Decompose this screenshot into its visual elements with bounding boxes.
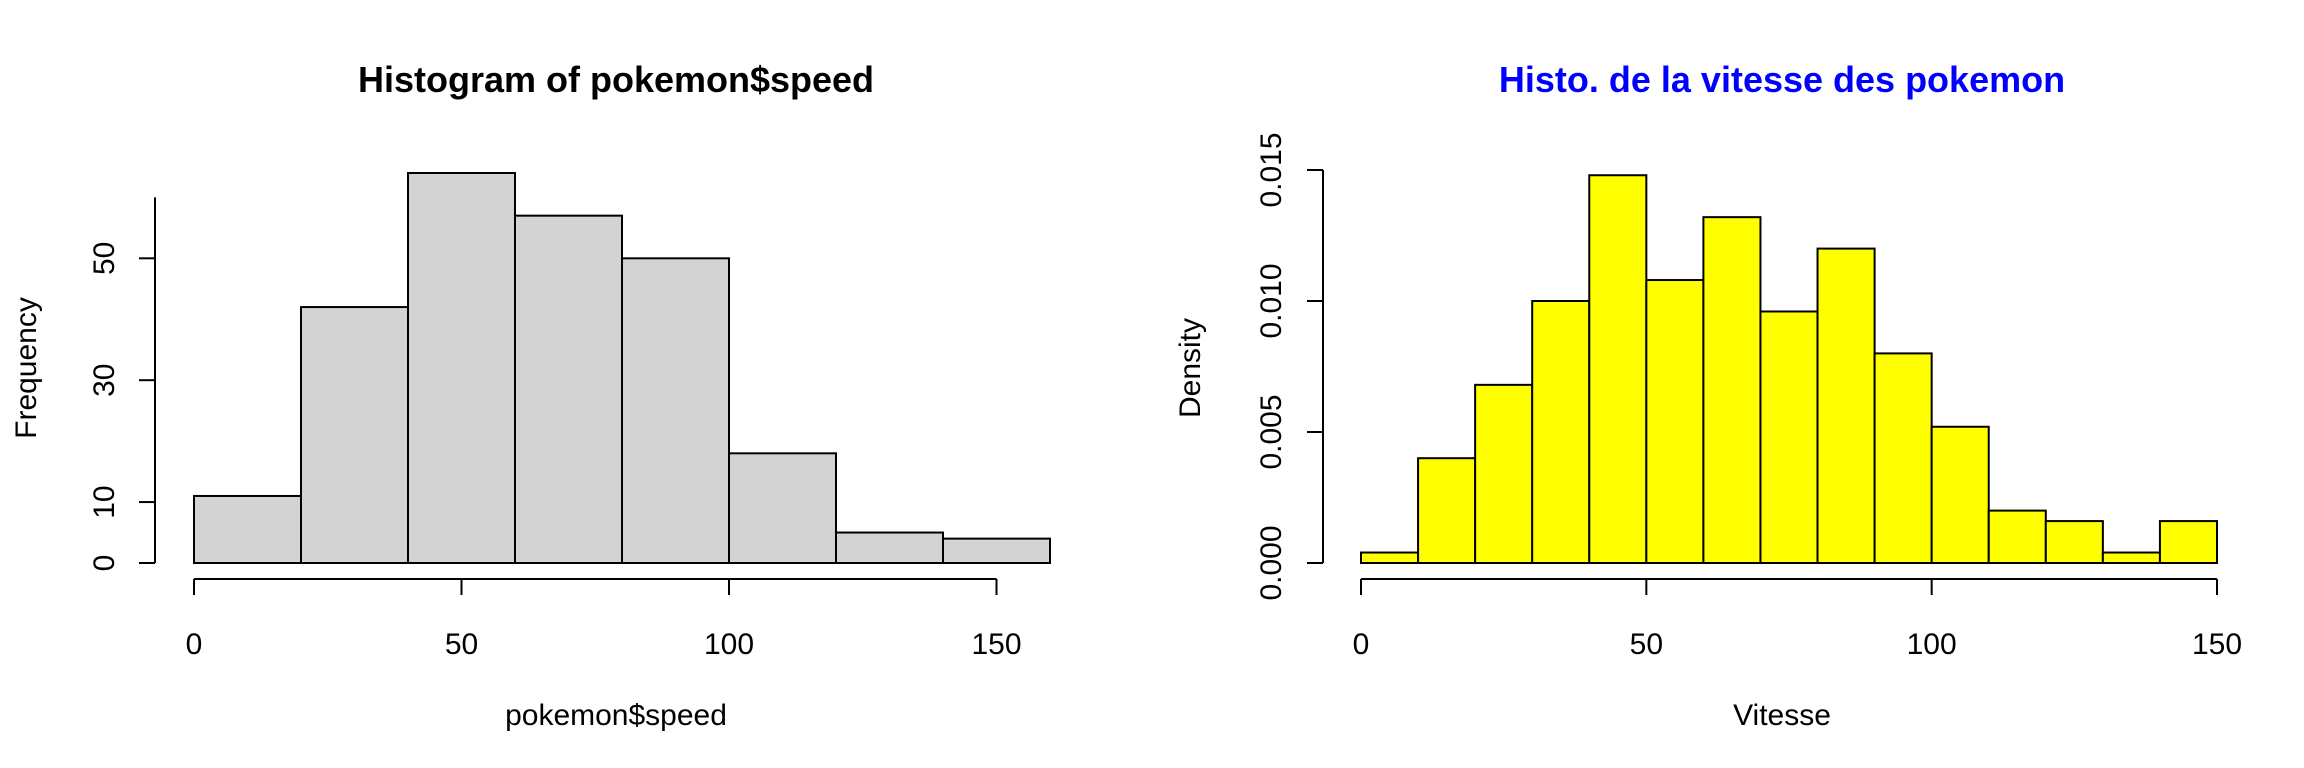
histogram-bar — [2158, 520, 2219, 565]
x-tick-label: 100 — [704, 628, 754, 661]
histogram-bar — [514, 214, 623, 564]
histogram-bar — [2044, 520, 2104, 565]
y-tick-label: 0.015 — [1255, 132, 1288, 207]
chart-title: Histogram of pokemon$speed — [358, 59, 874, 100]
histogram-bar — [1474, 383, 1534, 564]
x-tick-label: 150 — [971, 628, 1021, 661]
histogram-bar — [1987, 509, 2047, 565]
histogram-bar — [407, 172, 516, 564]
histogram-bar — [1417, 457, 1477, 565]
y-axis-title: Frequency — [10, 297, 43, 439]
x-axis-title: Vitesse — [1733, 699, 1831, 732]
histogram-bar — [2101, 551, 2161, 565]
y-tick-label: 0.000 — [1255, 525, 1288, 600]
y-tick-label: 30 — [88, 364, 121, 397]
histogram-panel-speed: Histogram of pokemon$speed 0 50 100 150 0 10… — [10, 59, 1051, 732]
y-axis: 0.000 0.005 0.010 0.015 — [1255, 132, 1324, 601]
y-tick-label: 50 — [88, 242, 121, 275]
histogram-bar — [1645, 279, 1705, 564]
histogram-bar — [1759, 310, 1819, 565]
x-tick-label: 150 — [2192, 628, 2242, 661]
x-axis: 0 50 100 150 — [186, 578, 1022, 661]
histogram-bar — [1360, 551, 1420, 565]
histogram-bar — [1930, 425, 1990, 565]
y-tick-label: 10 — [88, 485, 121, 518]
bars-group — [1360, 174, 2219, 565]
histogram-bar — [1816, 247, 1876, 564]
y-tick-label: 0.010 — [1255, 263, 1288, 338]
chart-title: Histo. de la vitesse des pokemon — [1499, 59, 2065, 100]
histogram-panel-vitesse: Histo. de la vitesse des pokemon 0 50 100 1… — [1174, 59, 2242, 732]
histogram-bar — [193, 494, 302, 564]
histogram-bar — [1531, 300, 1591, 564]
x-tick-label: 100 — [1907, 628, 1957, 661]
bars-group — [193, 172, 1051, 564]
x-axis-title: pokemon$speed — [505, 699, 727, 732]
y-tick-label: 0 — [88, 555, 121, 572]
x-tick-label: 0 — [186, 628, 203, 661]
x-tick-label: 0 — [1353, 628, 1370, 661]
x-axis: 0 50 100 150 — [1353, 578, 2242, 661]
histogram-bar — [1702, 216, 1762, 564]
y-axis: 0 10 30 50 — [88, 197, 156, 572]
histogram-bar — [300, 306, 409, 564]
y-axis-title: Density — [1174, 318, 1207, 418]
histogram-bar — [942, 537, 1051, 564]
histogram-bar — [1873, 352, 1933, 564]
histogram-bar — [621, 257, 730, 564]
y-tick-label: 0.005 — [1255, 394, 1288, 469]
x-tick-label: 50 — [445, 628, 478, 661]
x-tick-label: 50 — [1630, 628, 1663, 661]
histogram-bar — [728, 452, 837, 564]
histogram-bar — [1588, 174, 1648, 565]
histogram-bar — [835, 531, 944, 564]
